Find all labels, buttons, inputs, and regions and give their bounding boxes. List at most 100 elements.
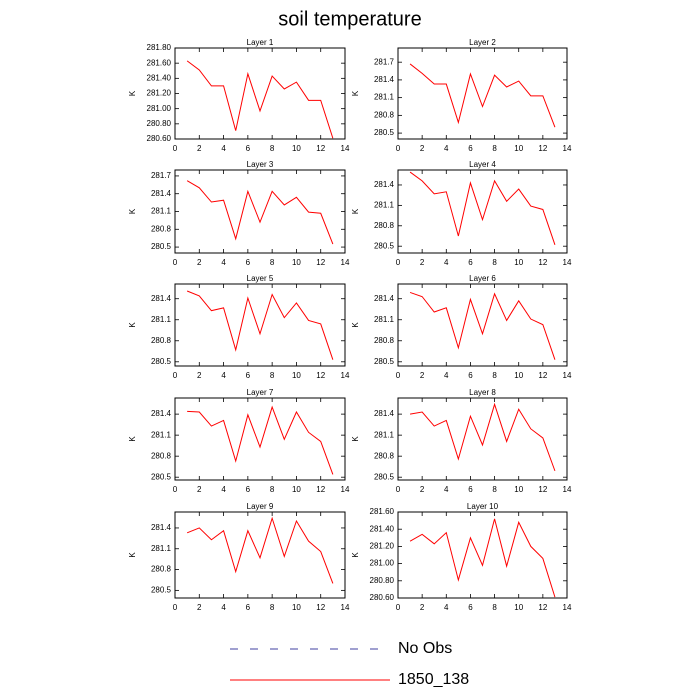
x-tick-label: 10 [514,258,523,267]
x-tick-label: 14 [563,144,572,153]
x-tick-label: 2 [197,603,202,612]
x-tick-label: 8 [270,144,275,153]
y-tick-label: 280.5 [151,472,172,481]
x-tick-label: 12 [316,485,325,494]
data-line [409,291,556,360]
y-tick-label: 281.1 [374,93,395,102]
x-tick-label: 12 [538,485,547,494]
x-tick-label: 6 [468,144,473,153]
x-tick-label: 4 [444,603,449,612]
x-tick-label: 0 [396,485,401,494]
x-tick-label: 8 [270,603,275,612]
x-tick-label: 0 [173,485,178,494]
y-tick-label: 281.00 [147,104,172,113]
x-tick-label: 8 [492,144,497,153]
y-tick-label: 280.5 [151,242,172,251]
x-tick-label: 2 [197,371,202,380]
y-tick-label: 281.1 [151,430,172,439]
data-line [186,290,334,360]
legend-label: 1850_138 [398,671,469,688]
plot-frame [174,169,346,254]
panel-title: Layer 10 [467,502,499,511]
y-tick-label: 280.80 [147,119,172,128]
y-tick-label: 281.60 [370,507,395,516]
x-tick-label: 4 [221,371,226,380]
panel-title: Layer 2 [469,38,496,47]
y-tick-label: 280.8 [151,336,172,345]
y-axis-label: K [351,208,360,214]
data-line [186,60,334,139]
x-tick-label: 8 [270,485,275,494]
panel-title: Layer 3 [247,160,274,169]
x-tick-label: 2 [420,258,425,267]
y-tick-label: 281.1 [151,315,172,324]
x-tick-label: 10 [514,603,523,612]
data-line [186,180,334,245]
x-tick-label: 8 [492,258,497,267]
plot-frame [397,169,568,254]
x-tick-label: 4 [221,144,226,153]
y-tick-label: 280.5 [374,472,395,481]
x-tick-label: 4 [221,603,226,612]
x-tick-label: 0 [396,371,401,380]
y-tick-label: 281.60 [147,58,172,67]
panel-title: Layer 4 [469,160,496,169]
y-axis-label: K [351,436,360,442]
y-tick-label: 280.60 [147,134,172,143]
x-tick-label: 12 [316,258,325,267]
x-tick-label: 6 [468,258,473,267]
y-tick-label: 280.8 [151,565,172,574]
data-line [186,516,334,584]
y-tick-label: 280.8 [374,110,395,119]
x-tick-label: 14 [341,371,350,380]
y-tick-label: 281.4 [374,75,395,84]
x-tick-label: 14 [341,258,350,267]
data-line [409,63,556,128]
x-tick-label: 0 [396,603,401,612]
y-tick-label: 281.7 [151,171,172,180]
x-tick-label: 2 [420,371,425,380]
y-tick-label: 281.40 [147,73,172,82]
x-tick-label: 10 [292,485,301,494]
y-tick-label: 280.5 [374,128,395,137]
y-tick-label: 281.1 [374,200,395,209]
plot-frame [174,397,346,481]
plot-frame [174,47,346,140]
y-tick-label: 281.00 [370,559,395,568]
y-axis-label: K [351,90,360,96]
y-axis-label: K [351,322,360,328]
x-tick-label: 6 [246,144,251,153]
x-tick-label: 12 [316,371,325,380]
x-tick-label: 12 [316,603,325,612]
x-tick-label: 12 [538,144,547,153]
x-tick-label: 0 [173,258,178,267]
x-tick-label: 14 [563,603,572,612]
x-tick-label: 0 [173,371,178,380]
y-tick-label: 280.5 [151,357,172,366]
panel-title: Layer 5 [247,274,274,283]
panel-title: Layer 1 [247,38,274,47]
y-tick-label: 281.4 [151,409,172,418]
y-tick-label: 280.60 [370,593,395,602]
plot-frame [397,397,568,481]
y-tick-label: 280.5 [374,241,395,250]
figure-title: soil temperature [278,8,421,30]
x-tick-label: 2 [420,144,425,153]
x-tick-label: 10 [292,144,301,153]
x-tick-label: 8 [270,258,275,267]
x-tick-label: 12 [316,144,325,153]
x-tick-label: 14 [563,258,572,267]
y-tick-label: 280.80 [370,576,395,585]
y-axis-label: K [351,552,360,558]
x-tick-label: 6 [468,485,473,494]
x-tick-label: 2 [420,603,425,612]
y-tick-label: 281.1 [374,315,395,324]
x-tick-label: 4 [444,371,449,380]
y-tick-label: 281.1 [374,430,395,439]
y-axis-label: K [128,90,137,96]
x-tick-label: 12 [538,603,547,612]
x-tick-label: 4 [221,485,226,494]
x-tick-label: 10 [292,603,301,612]
